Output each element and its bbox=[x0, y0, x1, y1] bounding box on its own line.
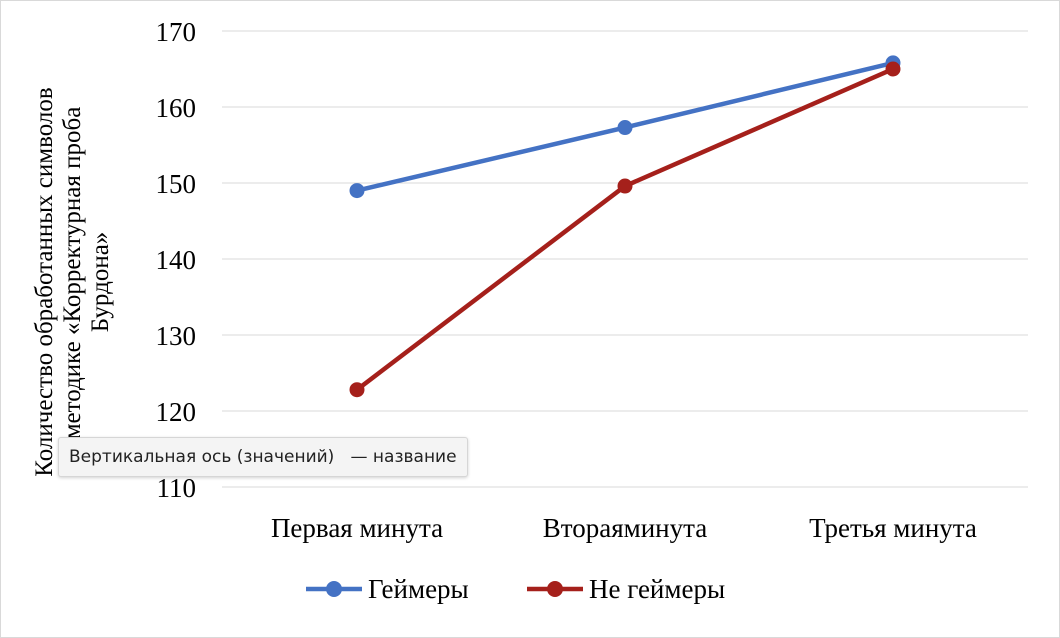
y-axis-title[interactable]: Количество обработанных символов в методи… bbox=[31, 87, 114, 476]
gridlines bbox=[222, 30, 1028, 488]
data-point bbox=[349, 183, 365, 199]
y-tick-label: 170 bbox=[156, 17, 197, 47]
y-tick-label: 120 bbox=[156, 397, 197, 427]
y-axis-title-line: Бурдона» bbox=[87, 232, 114, 333]
y-tick-label: 140 bbox=[156, 245, 197, 275]
data-point bbox=[885, 61, 901, 77]
x-tick-label: Третья минута bbox=[809, 513, 977, 543]
legend-item: Не геймеры bbox=[527, 574, 725, 604]
series-layer bbox=[349, 55, 901, 398]
tooltip: Вертикальная ось (значений) — название bbox=[58, 437, 468, 477]
series-2 bbox=[349, 61, 901, 398]
legend-marker bbox=[326, 581, 342, 597]
legend-label: Не геймеры bbox=[589, 574, 725, 604]
data-point bbox=[617, 178, 633, 194]
data-point bbox=[617, 120, 633, 136]
series-line bbox=[354, 66, 896, 392]
legend-label: Геймеры bbox=[368, 574, 469, 604]
y-axis-title-line: Количество обработанных символов bbox=[31, 87, 58, 476]
series-1 bbox=[349, 55, 901, 199]
y-tick-label: 160 bbox=[156, 93, 197, 123]
y-tick-label: 110 bbox=[157, 473, 197, 503]
y-axis-title-line: в методике «Корректурная проба bbox=[59, 107, 86, 458]
x-tick-label: Втораяминута bbox=[543, 513, 707, 543]
x-tick-label: Первая минута bbox=[271, 513, 443, 543]
legend-item: Геймеры bbox=[306, 574, 469, 604]
x-tick-labels: Первая минута Втораяминута Третья минута bbox=[271, 513, 977, 543]
legend-marker bbox=[547, 581, 563, 597]
y-tick-labels: 110 120 130 140 150 160 170 bbox=[156, 17, 197, 503]
y-tick-label: 130 bbox=[156, 321, 197, 351]
legend: Геймеры Не геймеры bbox=[306, 574, 725, 604]
data-point bbox=[349, 382, 365, 398]
y-tick-label: 150 bbox=[156, 169, 197, 199]
